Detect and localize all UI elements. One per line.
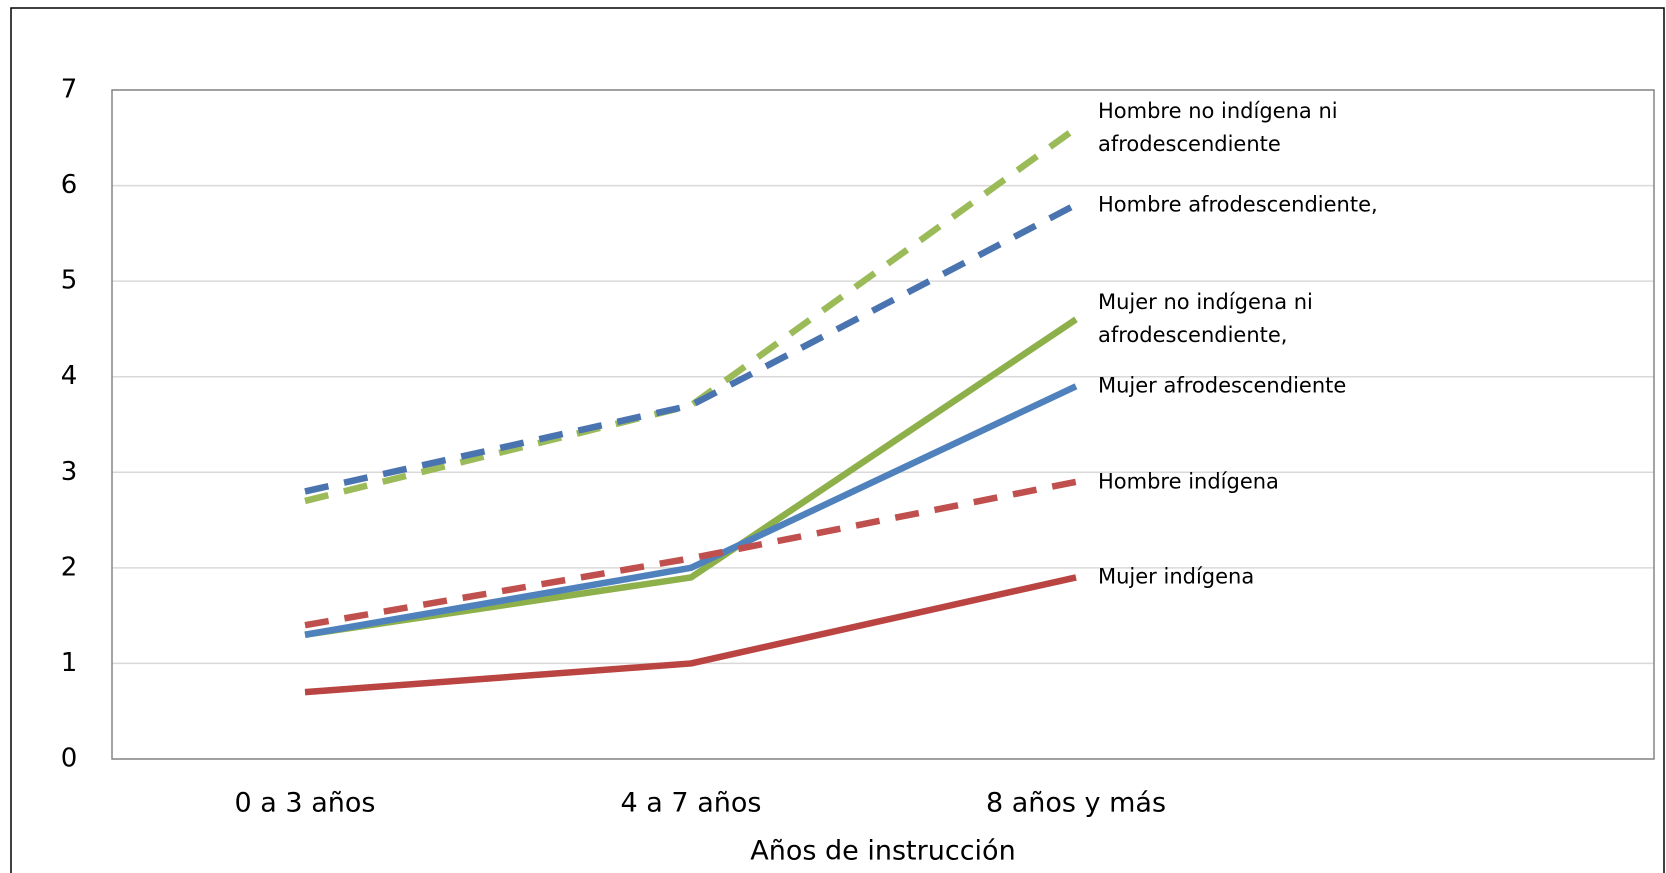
series-label: Mujer indígena [1098,564,1255,589]
series-label: Mujer afrodescendiente [1098,373,1347,398]
x-tick-label: 4 a 7 años [621,788,762,819]
y-tick-label: 2 [61,552,78,582]
y-tick-label: 3 [61,457,78,487]
x-axis-title: Años de instrucción [750,836,1015,867]
series-label: Hombre no indígena ni afrodescendiente [1098,99,1338,157]
series-line [304,316,1078,638]
series-line [304,125,1078,505]
y-tick-label: 6 [61,170,78,200]
y-tick-label: 1 [61,648,78,678]
series-line [304,201,1078,495]
plot-area [111,89,1655,760]
series-label: Mujer no indígena ni afrodescendiente, [1098,290,1313,348]
y-tick-label: 0 [61,744,78,774]
series-label: Hombre afrodescendiente, [1098,192,1378,217]
x-tick-label: 8 años y más [986,788,1166,819]
series-label: Hombre indígena [1098,469,1279,494]
series-line [304,574,1077,696]
series-line [304,383,1078,638]
x-tick-label: 0 a 3 años [235,788,376,819]
chart-frame [10,7,1665,873]
series-line [304,478,1077,629]
y-tick-label: 4 [61,361,78,391]
y-tick-label: 5 [61,266,78,296]
y-tick-label: 7 [61,75,78,105]
